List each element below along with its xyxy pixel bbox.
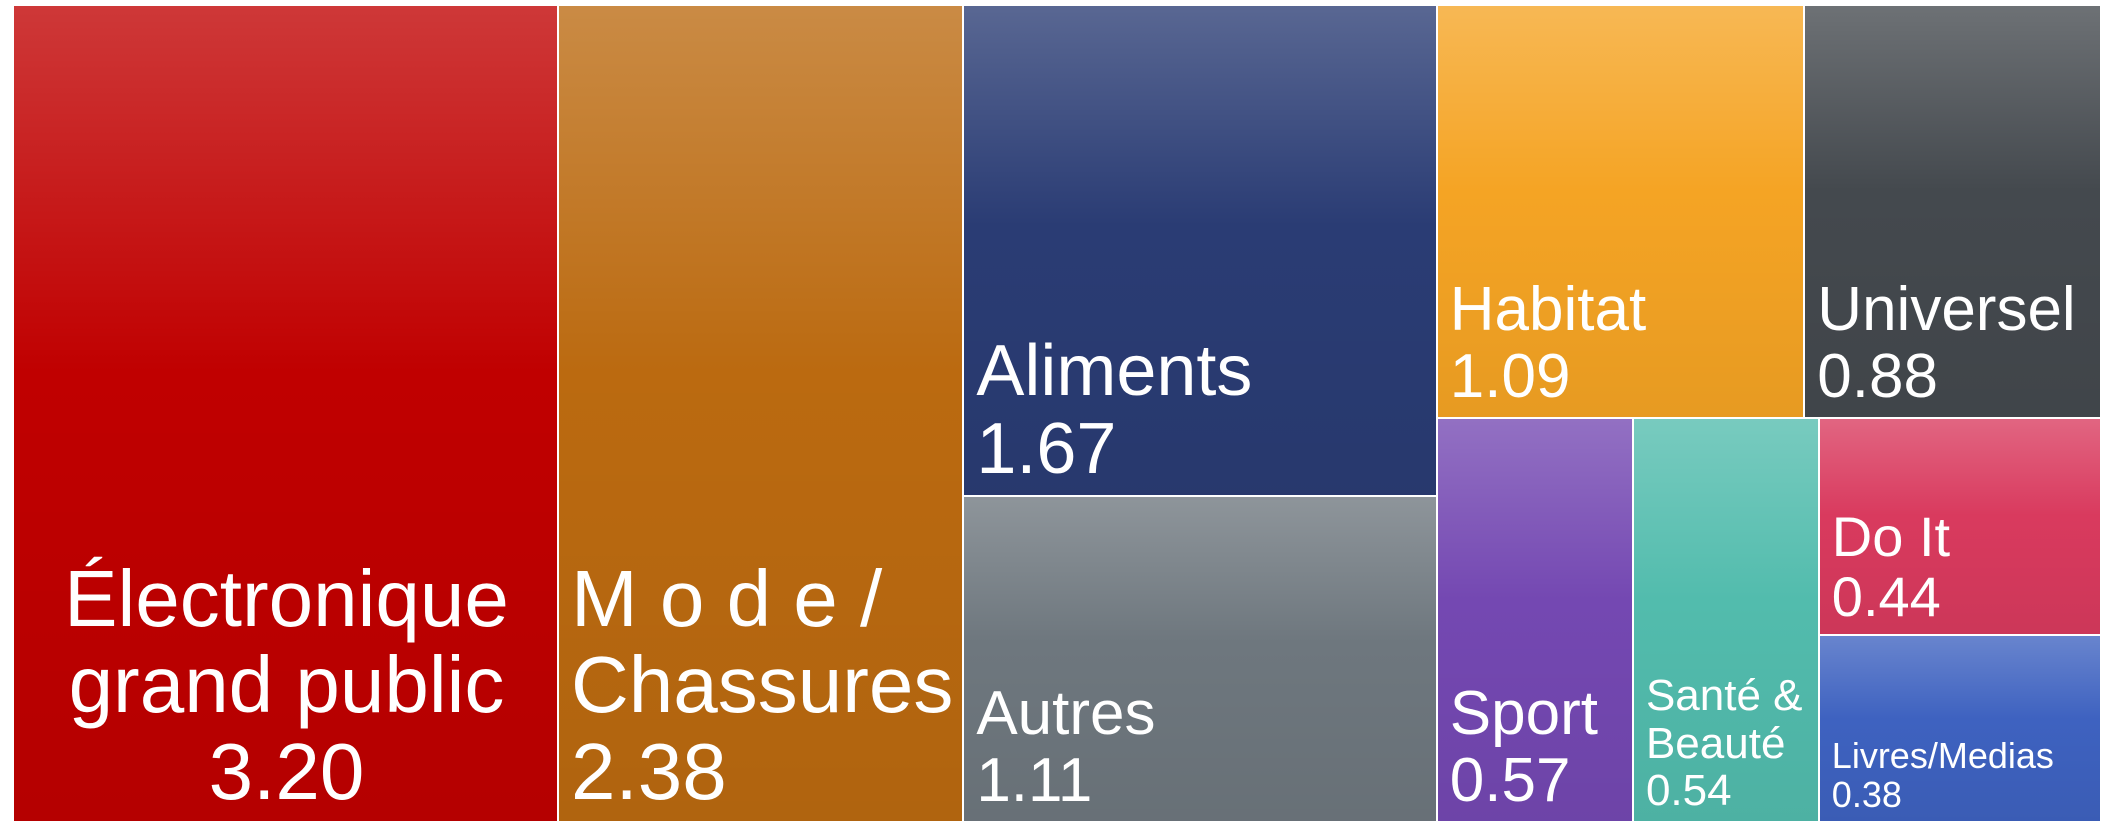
cell-label: M o d e / Chassures — [570, 553, 954, 730]
treemap-cell: Électronique grand public 3.20 — [13, 5, 558, 822]
cell-label: Do It — [1831, 504, 1951, 568]
cell-label: Universel — [1817, 274, 2076, 344]
cell-value: 1.09 — [1449, 341, 1571, 411]
cell-value: 1.67 — [976, 409, 1117, 490]
cell-value: 2.38 — [570, 726, 727, 816]
treemap-cell: Autres 1.11 — [963, 495, 1437, 822]
cell-label: Électronique grand public — [64, 553, 509, 730]
cell-label: Aliments — [976, 331, 1253, 412]
cell-label: Livres/Medias — [1831, 735, 2054, 777]
treemap-cell: Universel 0.88 — [1804, 5, 2101, 418]
cell-label: Sport — [1449, 679, 1598, 749]
treemap-cell: Livres/Medias 0.38 — [1818, 634, 2101, 822]
cell-label: Autres — [976, 679, 1156, 749]
treemap-cell: M o d e / Chassures 2.38 — [557, 5, 964, 822]
cell-value: 0.54 — [1645, 766, 1732, 816]
cell-value: 3.20 — [208, 726, 365, 816]
treemap-cell: Habitat 1.09 — [1436, 5, 1805, 418]
treemap-cell: Do It 0.44 — [1818, 417, 2101, 635]
treemap-cell: Aliments 1.67 — [963, 5, 1437, 496]
cell-value: 0.88 — [1817, 341, 1938, 411]
cell-label: Habitat — [1449, 274, 1647, 344]
cell-value: 0.38 — [1831, 774, 1902, 816]
cell-value: 1.11 — [976, 746, 1093, 816]
treemap-cell: Sport 0.57 — [1436, 417, 1633, 822]
cell-label: Santé & Beauté — [1645, 671, 1803, 768]
treemap-cell: Santé & Beauté 0.54 — [1632, 417, 1819, 822]
cell-value: 0.57 — [1449, 746, 1571, 816]
cell-value: 0.44 — [1831, 565, 1941, 629]
